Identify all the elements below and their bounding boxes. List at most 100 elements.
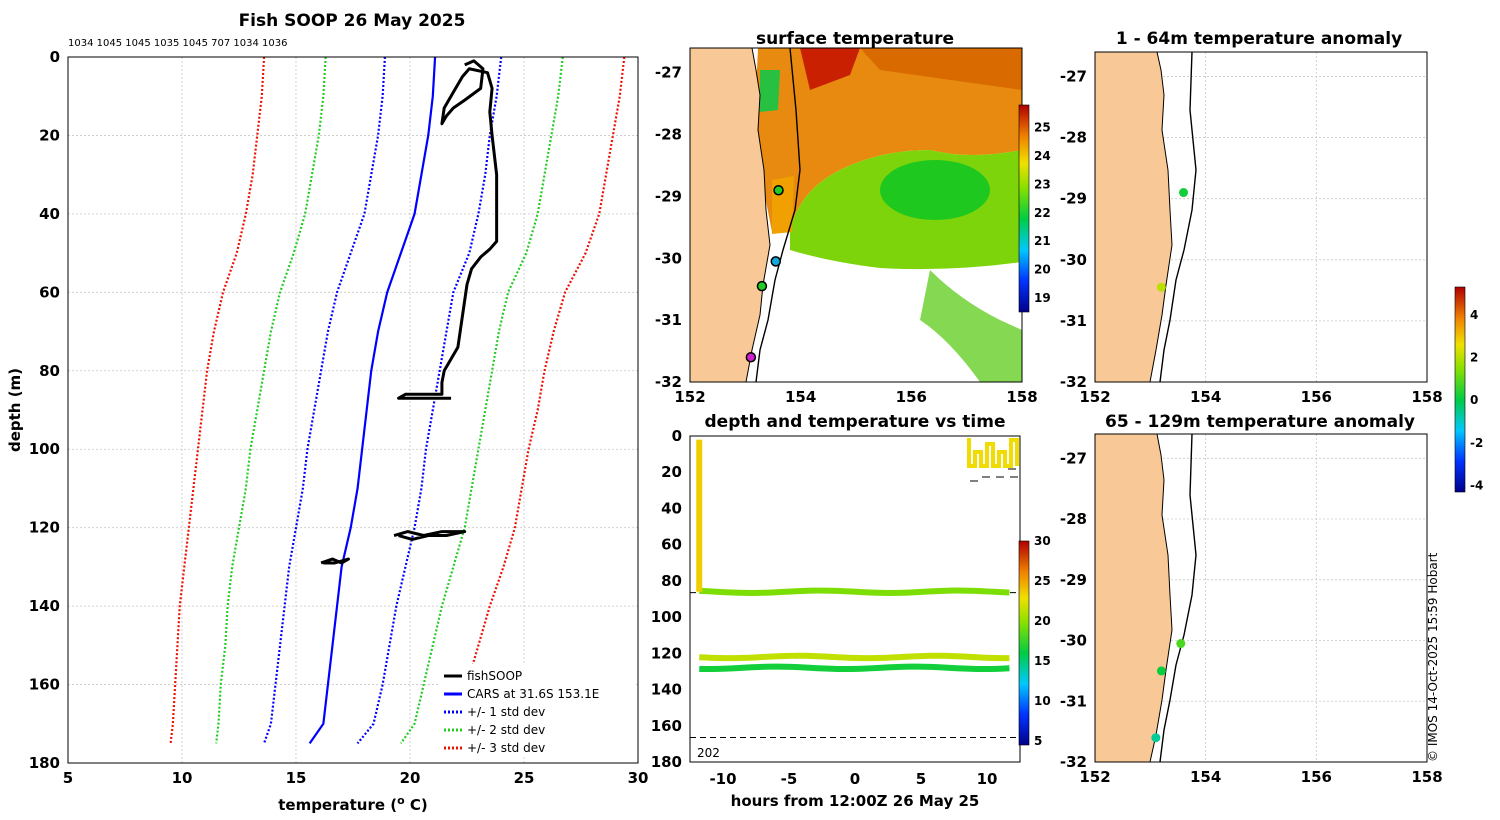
anomaly-colorbar: 4 2 0 -2 -4	[1454, 286, 1483, 493]
anom1-points	[1156, 188, 1189, 292]
sst-colorbar	[1018, 104, 1030, 313]
profile-series-fishsoop	[320, 557, 350, 565]
sst-south-patch	[920, 270, 1022, 382]
anom2-land	[1095, 434, 1173, 762]
profile-title: Fish SOOP 26 May 2025	[239, 11, 466, 31]
anomaly-colorbar-tick-label: 4	[1470, 308, 1478, 322]
profile-xtick-label: 20	[400, 769, 421, 787]
profile-series-5	[443, 56, 626, 744]
anom2-ytick-label: -28	[1060, 510, 1087, 528]
anom2-ytick-label: -32	[1060, 753, 1087, 771]
anom1-ytick-label: -32	[1060, 373, 1087, 391]
sst-colorbar-ticks: 19 20 21 22 23 24 25	[1034, 121, 1051, 305]
legend-box	[438, 664, 634, 756]
sst-xtick-label: 156	[896, 388, 927, 406]
profile-xlabel: temperature (o C)	[278, 794, 428, 814]
time-ytick-label: 20	[661, 463, 682, 481]
legend-label-cars: CARS at 31.6S 153.1E	[467, 687, 599, 701]
anom2-points	[1151, 639, 1186, 743]
time-xtick-label: 0	[850, 770, 860, 788]
sst-ytick-label: -29	[655, 187, 682, 205]
anom2-xtick-label: 154	[1190, 768, 1221, 786]
sst-xtick-label: 158	[1006, 388, 1037, 406]
profile-xtick-label: 25	[514, 769, 535, 787]
profile-grid	[68, 57, 638, 763]
anom2-ytick-label: -27	[1060, 449, 1087, 467]
anom1-title: 1 - 64m temperature anomaly	[1116, 29, 1402, 49]
sst-map-panel: surface temperature 152 154 156 158 -27 -28 -2…	[655, 29, 1051, 406]
profile-series-3	[399, 56, 564, 745]
time-colorbar	[1018, 540, 1030, 746]
profile-series	[169, 56, 626, 745]
time-colorbar-tick-label: 25	[1034, 574, 1051, 588]
anom2-ytick-label: -29	[1060, 571, 1087, 589]
time-xtick-label: 10	[977, 770, 998, 788]
profile-series-6	[169, 56, 266, 744]
anom1-isobath	[1159, 52, 1197, 382]
time-annotation: 202	[697, 746, 720, 760]
anom1-ytick-label: -30	[1060, 251, 1087, 269]
credit-text: © IMOS 14-Oct-2025 15:59 Hobart	[1426, 552, 1440, 762]
anom2-point	[1151, 733, 1161, 743]
time-ytick-label: 100	[651, 608, 682, 626]
anomaly-65-129m-panel: 65 - 129m temperature anomaly 152 154 156 1…	[1060, 412, 1443, 786]
sst-colorbar-tick-label: 23	[1034, 177, 1051, 191]
profile-ytick-label: 100	[29, 440, 60, 458]
profile-ytick-label: 60	[39, 283, 60, 301]
anom1-land	[1095, 52, 1173, 382]
sst-ytick-label: -31	[655, 311, 682, 329]
sst-field	[756, 48, 1022, 382]
time-ytick-label: 140	[651, 681, 682, 699]
anom1-xtick-label: 156	[1301, 388, 1332, 406]
anomaly-colorbar-ticks: 4 2 0 -2 -4	[1470, 308, 1483, 493]
sst-colorbar-tick-label: 24	[1034, 149, 1051, 163]
profile-axes-box	[67, 56, 639, 764]
profile-series-fishsoop	[397, 59, 499, 400]
profile-series-0	[308, 56, 437, 745]
anomaly-colorbar-tick-label: -4	[1470, 479, 1483, 493]
profile-header-numbers: 1034 1045 1045 1035 1045 707 1034 1036	[68, 38, 287, 49]
profile-ytick-label: 20	[39, 126, 60, 144]
anom2-ticks: 152 154 156 158 -27 -28 -29 -30 -31 -32	[1060, 449, 1443, 786]
anom1-ytick-label: -29	[1060, 190, 1087, 208]
sst-stations	[745, 185, 784, 363]
sst-ytick-label: -30	[655, 249, 682, 267]
sst-isobath	[755, 48, 801, 382]
profile-panel: Fish SOOP 26 May 2025 1034 1045 1045 103…	[6, 11, 648, 814]
sst-station-marker	[756, 280, 768, 292]
time-track	[699, 587, 1010, 596]
profile-ytick-label: 40	[39, 205, 60, 223]
sst-orange-band	[860, 48, 1022, 90]
sst-colorbar-tick-label: 22	[1034, 206, 1051, 220]
anom2-isobath	[1159, 434, 1197, 762]
sst-colorbar-tick-label: 21	[1034, 234, 1051, 248]
anom1-grid	[1095, 52, 1428, 382]
profile-ytick-label: 180	[29, 754, 60, 772]
time-xlabel: hours from 12:00Z 26 May 25	[731, 792, 980, 810]
time-colorbar-tick-label: 10	[1034, 694, 1051, 708]
sst-colorbar-tick-label: 25	[1034, 121, 1051, 135]
profile-series-fishsoop	[393, 530, 467, 541]
profile-ytick-label: 0	[50, 48, 60, 66]
profile-legend: fishSOOP CARS at 31.6S 153.1E +/- 1 std …	[438, 664, 634, 756]
time-colorbar-tick-label: 15	[1034, 654, 1051, 668]
anom2-point	[1156, 666, 1166, 676]
anomaly-colorbar-tick-label: -2	[1470, 436, 1483, 450]
profile-series-1	[356, 56, 503, 745]
anom1-ytick-label: -27	[1060, 67, 1087, 85]
legend-label-std1: +/- 1 std dev	[467, 705, 545, 719]
profile-ytick-label: 120	[29, 519, 60, 537]
profile-series-2	[263, 56, 387, 744]
anom1-ytick-label: -28	[1060, 129, 1087, 147]
anom2-title: 65 - 129m temperature anomaly	[1105, 412, 1415, 432]
time-xtick-label: -5	[781, 770, 798, 788]
sst-station-marker	[745, 352, 757, 363]
sst-warm-region	[756, 48, 1022, 232]
time-ytick-label: 0	[672, 427, 682, 445]
sst-ytick-label: -28	[655, 126, 682, 144]
anom1-point	[1179, 188, 1189, 198]
time-colorbar-tick-label: 30	[1034, 534, 1051, 548]
sst-station-marker	[773, 185, 784, 196]
